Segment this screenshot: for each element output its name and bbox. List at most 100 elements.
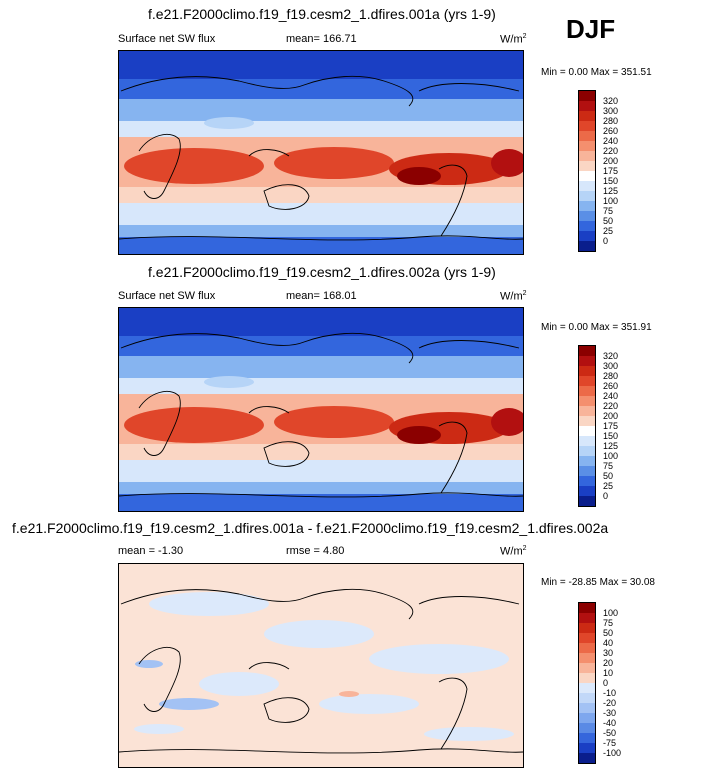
panel2-colorbar (578, 345, 596, 507)
colorbar-tick-label: 220 (603, 146, 619, 156)
panel3-minmax: Min = -28.85 Max = 30.08 (541, 577, 655, 588)
colorbar-tick-label: 75 (603, 461, 614, 471)
colorbar-tick-label: 50 (603, 471, 614, 481)
colorbar-swatch (579, 121, 595, 132)
colorbar-tick-label: 50 (603, 216, 614, 226)
colorbar-swatch (579, 376, 595, 387)
panel2-colorbar-labels: 320 300 280 260 240 220 200 175 150 125 100 75 50 25 0 (603, 347, 643, 507)
colorbar-swatch (579, 703, 595, 714)
colorbar-swatch (579, 416, 595, 427)
panel1-coastlines (119, 75, 523, 241)
panel3-units: W/m2 (500, 545, 527, 558)
panel3-rmse: rmse = 4.80 (286, 545, 345, 557)
panel3-colorbar (578, 602, 596, 764)
panel1-colorbar-labels: 320 300 280 260 240 220 200 175 150 125 100 75 50 25 0 (603, 92, 643, 252)
colorbar-tick-label: 175 (603, 421, 619, 431)
colorbar-tick-label: 300 (603, 106, 619, 116)
colorbar-swatch (579, 346, 595, 357)
colorbar-swatch (579, 386, 595, 397)
colorbar-swatch (579, 191, 595, 202)
colorbar-swatch (579, 496, 595, 506)
colorbar-tick-label: 260 (603, 381, 619, 391)
colorbar-swatch (579, 713, 595, 724)
panel3-mean: mean = -1.30 (118, 545, 184, 557)
colorbar-swatch (579, 743, 595, 754)
colorbar-tick-label: 320 (603, 96, 619, 106)
colorbar-tick-label: 150 (603, 176, 619, 186)
colorbar-tick-label: 300 (603, 361, 619, 371)
panel1-minmax: Min = 0.00 Max = 351.51 (541, 67, 652, 78)
colorbar-tick-label: -100 (603, 748, 622, 758)
colorbar-tick-label: 100 (603, 196, 619, 206)
colorbar-tick-label: 125 (603, 441, 619, 451)
panel3-title: f.e21.F2000climo.f19_f19.cesm2_1.dfires.… (12, 520, 609, 536)
colorbar-tick-label: 200 (603, 411, 619, 421)
colorbar-tick-label: 50 (603, 628, 614, 638)
colorbar-tick-label: 0 (603, 236, 609, 246)
colorbar-tick-label: -40 (603, 718, 617, 728)
colorbar-swatch (579, 633, 595, 644)
colorbar-tick-label: -10 (603, 688, 617, 698)
colorbar-tick-label: 280 (603, 116, 619, 126)
colorbar-swatch (579, 693, 595, 704)
colorbar-swatch (579, 201, 595, 212)
colorbar-tick-label: 75 (603, 206, 614, 216)
colorbar-tick-label: 30 (603, 648, 614, 658)
colorbar-swatch (579, 723, 595, 734)
panel2-variable: Surface net SW flux (118, 290, 216, 302)
panel2-coastlines (119, 332, 523, 498)
panel3-map-field (119, 564, 523, 767)
colorbar-tick-label: 20 (603, 658, 614, 668)
colorbar-swatch (579, 241, 595, 251)
colorbar-swatch (579, 101, 595, 112)
colorbar-tick-label: 220 (603, 401, 619, 411)
colorbar-swatch (579, 456, 595, 467)
colorbar-swatch (579, 221, 595, 232)
colorbar-tick-label: 240 (603, 136, 619, 146)
colorbar-swatch (579, 603, 595, 614)
colorbar-tick-label: 100 (603, 608, 619, 618)
colorbar-tick-label: 25 (603, 481, 614, 491)
colorbar-swatch (579, 161, 595, 172)
panel3-coastlines (119, 588, 523, 754)
colorbar-swatch (579, 673, 595, 684)
colorbar-tick-label: 240 (603, 391, 619, 401)
colorbar-tick-label: -20 (603, 698, 617, 708)
colorbar-swatch (579, 613, 595, 624)
colorbar-swatch (579, 171, 595, 182)
colorbar-swatch (579, 181, 595, 192)
panel1-variable: Surface net SW flux (118, 33, 216, 45)
colorbar-swatch (579, 426, 595, 437)
panel1-colorbar (578, 90, 596, 252)
colorbar-swatch (579, 356, 595, 367)
colorbar-swatch (579, 476, 595, 487)
colorbar-tick-label: -75 (603, 738, 617, 748)
colorbar-swatch (579, 486, 595, 497)
panel1-units: W/m2 (500, 33, 527, 46)
season-label: DJF (566, 14, 616, 44)
colorbar-swatch (579, 151, 595, 162)
panel2-colorbar-swatches (579, 346, 595, 506)
panel1-title: f.e21.F2000climo.f19_f19.cesm2_1.dfires.… (148, 6, 496, 22)
colorbar-tick-label: 75 (603, 618, 614, 628)
colorbar-swatch (579, 231, 595, 242)
colorbar-swatch (579, 733, 595, 744)
colorbar-swatch (579, 396, 595, 407)
colorbar-swatch (579, 111, 595, 122)
panel2-title: f.e21.F2000climo.f19_f19.cesm2_1.dfires.… (148, 264, 496, 280)
panel1-map-field (119, 51, 523, 254)
colorbar-tick-label: 40 (603, 638, 614, 648)
colorbar-swatch (579, 466, 595, 477)
panel2-mean: mean= 168.01 (286, 290, 357, 302)
colorbar-swatch (579, 91, 595, 102)
panel2-map (118, 307, 524, 512)
panel3-map (118, 563, 524, 768)
colorbar-swatch (579, 643, 595, 654)
colorbar-tick-label: 0 (603, 678, 609, 688)
colorbar-tick-label: 150 (603, 431, 619, 441)
colorbar-tick-label: 175 (603, 166, 619, 176)
colorbar-tick-label: 260 (603, 126, 619, 136)
colorbar-tick-label: -50 (603, 728, 617, 738)
colorbar-swatch (579, 683, 595, 694)
colorbar-tick-label: 200 (603, 156, 619, 166)
